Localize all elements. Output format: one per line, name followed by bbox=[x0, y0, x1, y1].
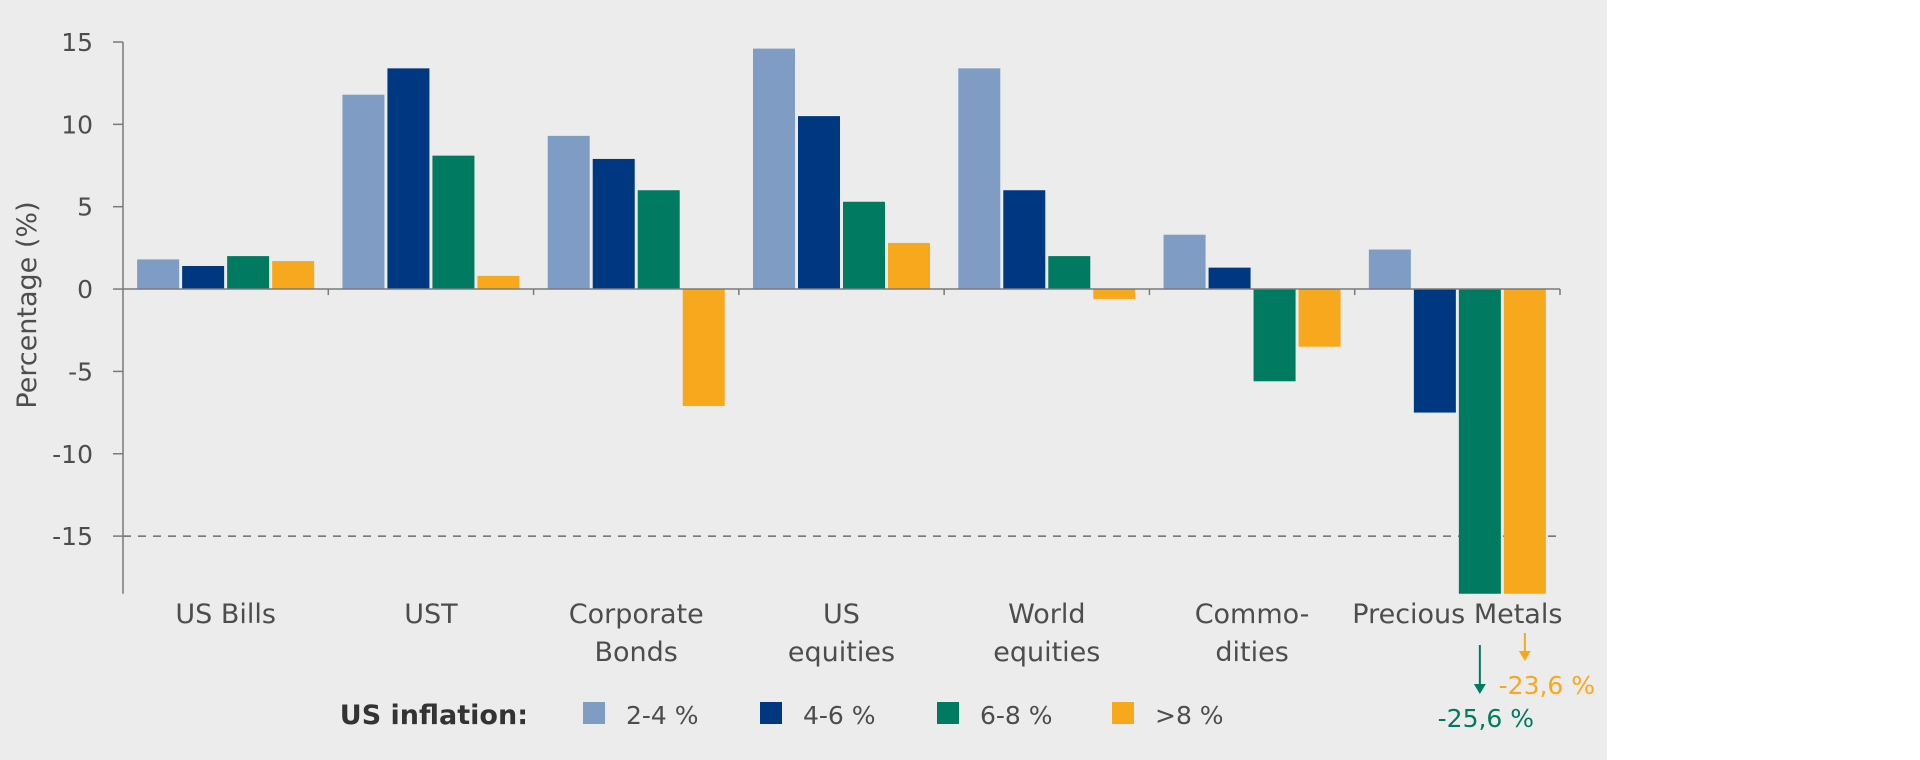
bar bbox=[477, 275, 520, 290]
bar bbox=[342, 94, 385, 290]
bar bbox=[1093, 289, 1136, 299]
legend-label: 6-8 % bbox=[980, 701, 1053, 730]
y-axis-ticks: 15 10 5 0 -5 -10 -15 bbox=[52, 28, 123, 551]
bar bbox=[753, 48, 795, 290]
legend: US inflation: 2-4 % 4-6 % 6-8 % >8 % bbox=[340, 700, 1224, 731]
bar bbox=[1458, 289, 1501, 594]
y-tick-label: -5 bbox=[68, 357, 93, 386]
bar bbox=[182, 265, 225, 290]
bar bbox=[1253, 289, 1296, 382]
bar bbox=[1208, 267, 1251, 290]
legend-label: 4-6 % bbox=[803, 701, 876, 730]
legend-swatch bbox=[937, 702, 959, 724]
bar bbox=[843, 201, 885, 290]
legend-swatch bbox=[760, 702, 782, 724]
y-tick-label: 0 bbox=[77, 275, 93, 304]
legend-title: US inflation: bbox=[340, 700, 528, 731]
legend-label: 2-4 % bbox=[626, 701, 699, 730]
category-label: Bonds bbox=[595, 637, 678, 668]
category-label: Precious Metals bbox=[1352, 599, 1562, 630]
bar bbox=[1503, 289, 1546, 594]
legend-label: >8 % bbox=[1155, 701, 1224, 730]
bar bbox=[1048, 256, 1091, 290]
bar bbox=[227, 256, 270, 290]
category-label: US Bills bbox=[175, 599, 276, 630]
category-label: dities bbox=[1215, 637, 1288, 668]
bar bbox=[592, 158, 635, 290]
legend-swatch bbox=[1112, 702, 1134, 724]
category-label: equities bbox=[993, 637, 1100, 668]
annotation-label: -25,6 % bbox=[1438, 704, 1534, 733]
category-labels: US Bills UST Corporate Bonds US equities World… bbox=[175, 599, 1562, 668]
chart-panel: 15 10 5 0 -5 -10 -15 US Bills UST Corporate Bonds… bbox=[0, 0, 1607, 760]
bar-chart: 15 10 5 0 -5 -10 -15 US Bills UST Corporate Bonds… bbox=[12, 28, 1595, 733]
bar bbox=[1298, 289, 1341, 347]
category-label: Corporate bbox=[569, 599, 704, 630]
bar bbox=[432, 155, 475, 290]
bar bbox=[137, 259, 180, 290]
y-axis-title: Percentage (%) bbox=[12, 201, 43, 408]
bar bbox=[682, 289, 725, 406]
bar bbox=[958, 68, 1001, 290]
annotation-label: -23,6 % bbox=[1499, 671, 1595, 700]
bar bbox=[1413, 289, 1456, 413]
bar bbox=[272, 261, 315, 290]
bar bbox=[637, 190, 680, 290]
annotations: -25,6 % -23,6 % bbox=[1438, 633, 1595, 733]
annotation-arrowhead bbox=[1518, 651, 1531, 661]
bar bbox=[1163, 234, 1206, 290]
bar bbox=[387, 68, 430, 290]
axes bbox=[122, 42, 1561, 594]
category-label: UST bbox=[404, 599, 458, 630]
bar bbox=[798, 116, 840, 290]
y-tick-label: 10 bbox=[61, 110, 93, 139]
bar bbox=[1003, 190, 1046, 290]
bar bbox=[1368, 249, 1411, 290]
category-label: equities bbox=[788, 637, 895, 668]
y-tick-label: 15 bbox=[61, 28, 93, 57]
bar bbox=[547, 135, 590, 290]
category-label: Commo- bbox=[1195, 599, 1310, 630]
bar bbox=[888, 242, 930, 290]
category-label: US bbox=[823, 599, 860, 630]
annotation-arrowhead bbox=[1473, 684, 1486, 694]
legend-swatch bbox=[583, 702, 605, 724]
y-tick-label: -15 bbox=[52, 522, 93, 551]
bars bbox=[137, 48, 1546, 594]
y-tick-label: -10 bbox=[52, 440, 93, 469]
category-label: World bbox=[1008, 599, 1085, 630]
y-tick-label: 5 bbox=[77, 193, 93, 222]
